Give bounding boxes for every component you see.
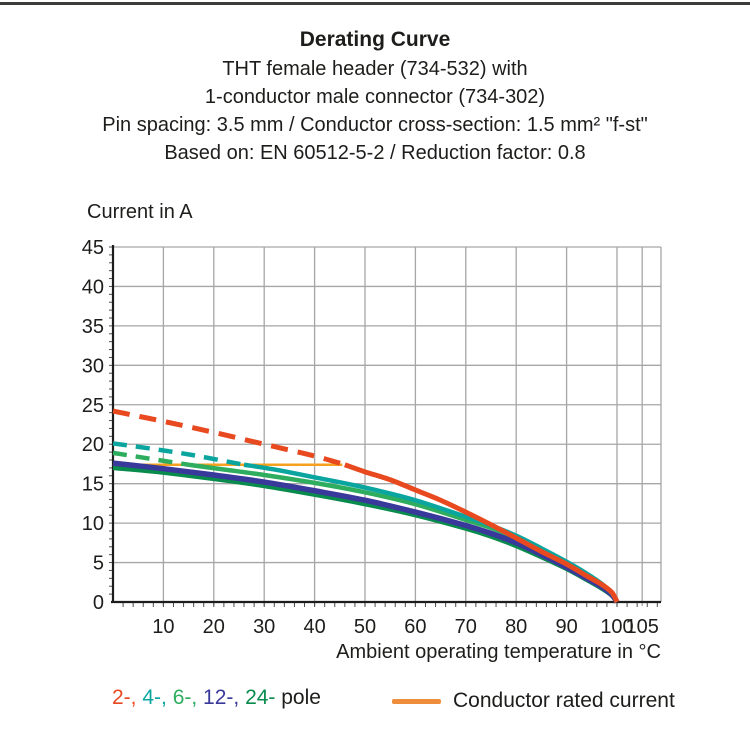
rated-current-line-swatch (392, 698, 441, 704)
y-tick-label: 15 (82, 474, 104, 496)
y-tick-label: 30 (82, 355, 104, 377)
x-tick-label: 50 (354, 616, 376, 638)
series-4-pole (243, 462, 619, 604)
y-tick-label: 5 (93, 553, 104, 575)
y-tick-label: 35 (82, 316, 104, 338)
x-tick-label: 60 (404, 616, 426, 638)
subtitle-line-4: Based on: EN 60512-5-2 / Reduction facto… (164, 142, 586, 164)
subtitle-line-3: Pin spacing: 3.5 mm / Conductor cross-se… (102, 114, 648, 136)
top-divider-rule (0, 2, 750, 5)
legend-pole-counts: 2-, 4-, 6-, 12-, 24- pole (112, 686, 321, 710)
subtitle-line-2: 1-conductor male connector (734-302) (204, 86, 546, 108)
x-tick-label: 105 (626, 616, 659, 638)
legend-pole-suffix: pole (275, 686, 321, 709)
series-6-pole (112, 450, 189, 467)
rated-current-label: Conductor rated current (453, 689, 675, 712)
y-tick-label: 0 (93, 592, 104, 614)
x-tick-label: 10 (152, 616, 174, 638)
legend-rated-current: Conductor rated current (392, 686, 675, 716)
subtitle-line-1: THT female header (734-532) with (222, 58, 528, 80)
y-tick-label: 40 (82, 276, 104, 298)
legend-pole-label: 6-, (172, 686, 204, 709)
y-tick-label: 45 (82, 237, 104, 259)
x-tick-label: 40 (303, 616, 325, 638)
y-tick-label: 20 (82, 434, 104, 456)
chart-title: Derating Curve (299, 28, 451, 51)
x-tick-label: 20 (203, 616, 225, 638)
y-axis-title: Current in A (87, 201, 193, 223)
x-axis-title: Ambient operating temperature in °C (336, 641, 661, 663)
chart-subtitle: THT female header (734-532) with 1-condu… (0, 55, 750, 167)
chart-header: Derating Curve THT female header (734-53… (0, 25, 750, 167)
x-tick-label: 100 (600, 616, 633, 638)
x-tick-label: 80 (505, 616, 527, 638)
x-tick-label: 70 (455, 616, 477, 638)
legend-pole-label: 24- (245, 686, 276, 709)
legend-pole-label: 12-, (203, 686, 246, 709)
legend-pole-label: 2-, (112, 686, 143, 709)
x-tick-label: 30 (253, 616, 275, 638)
y-tick-label: 25 (82, 395, 104, 417)
x-tick-label: 90 (555, 616, 577, 638)
y-tick-label: 10 (82, 513, 104, 535)
legend-pole-label: 4-, (142, 686, 173, 709)
series-2-pole (344, 462, 620, 604)
chart-legend: 2-, 4-, 6-, 12-, 24- pole Conductor rate… (0, 686, 750, 716)
series-4-pole (112, 441, 245, 467)
